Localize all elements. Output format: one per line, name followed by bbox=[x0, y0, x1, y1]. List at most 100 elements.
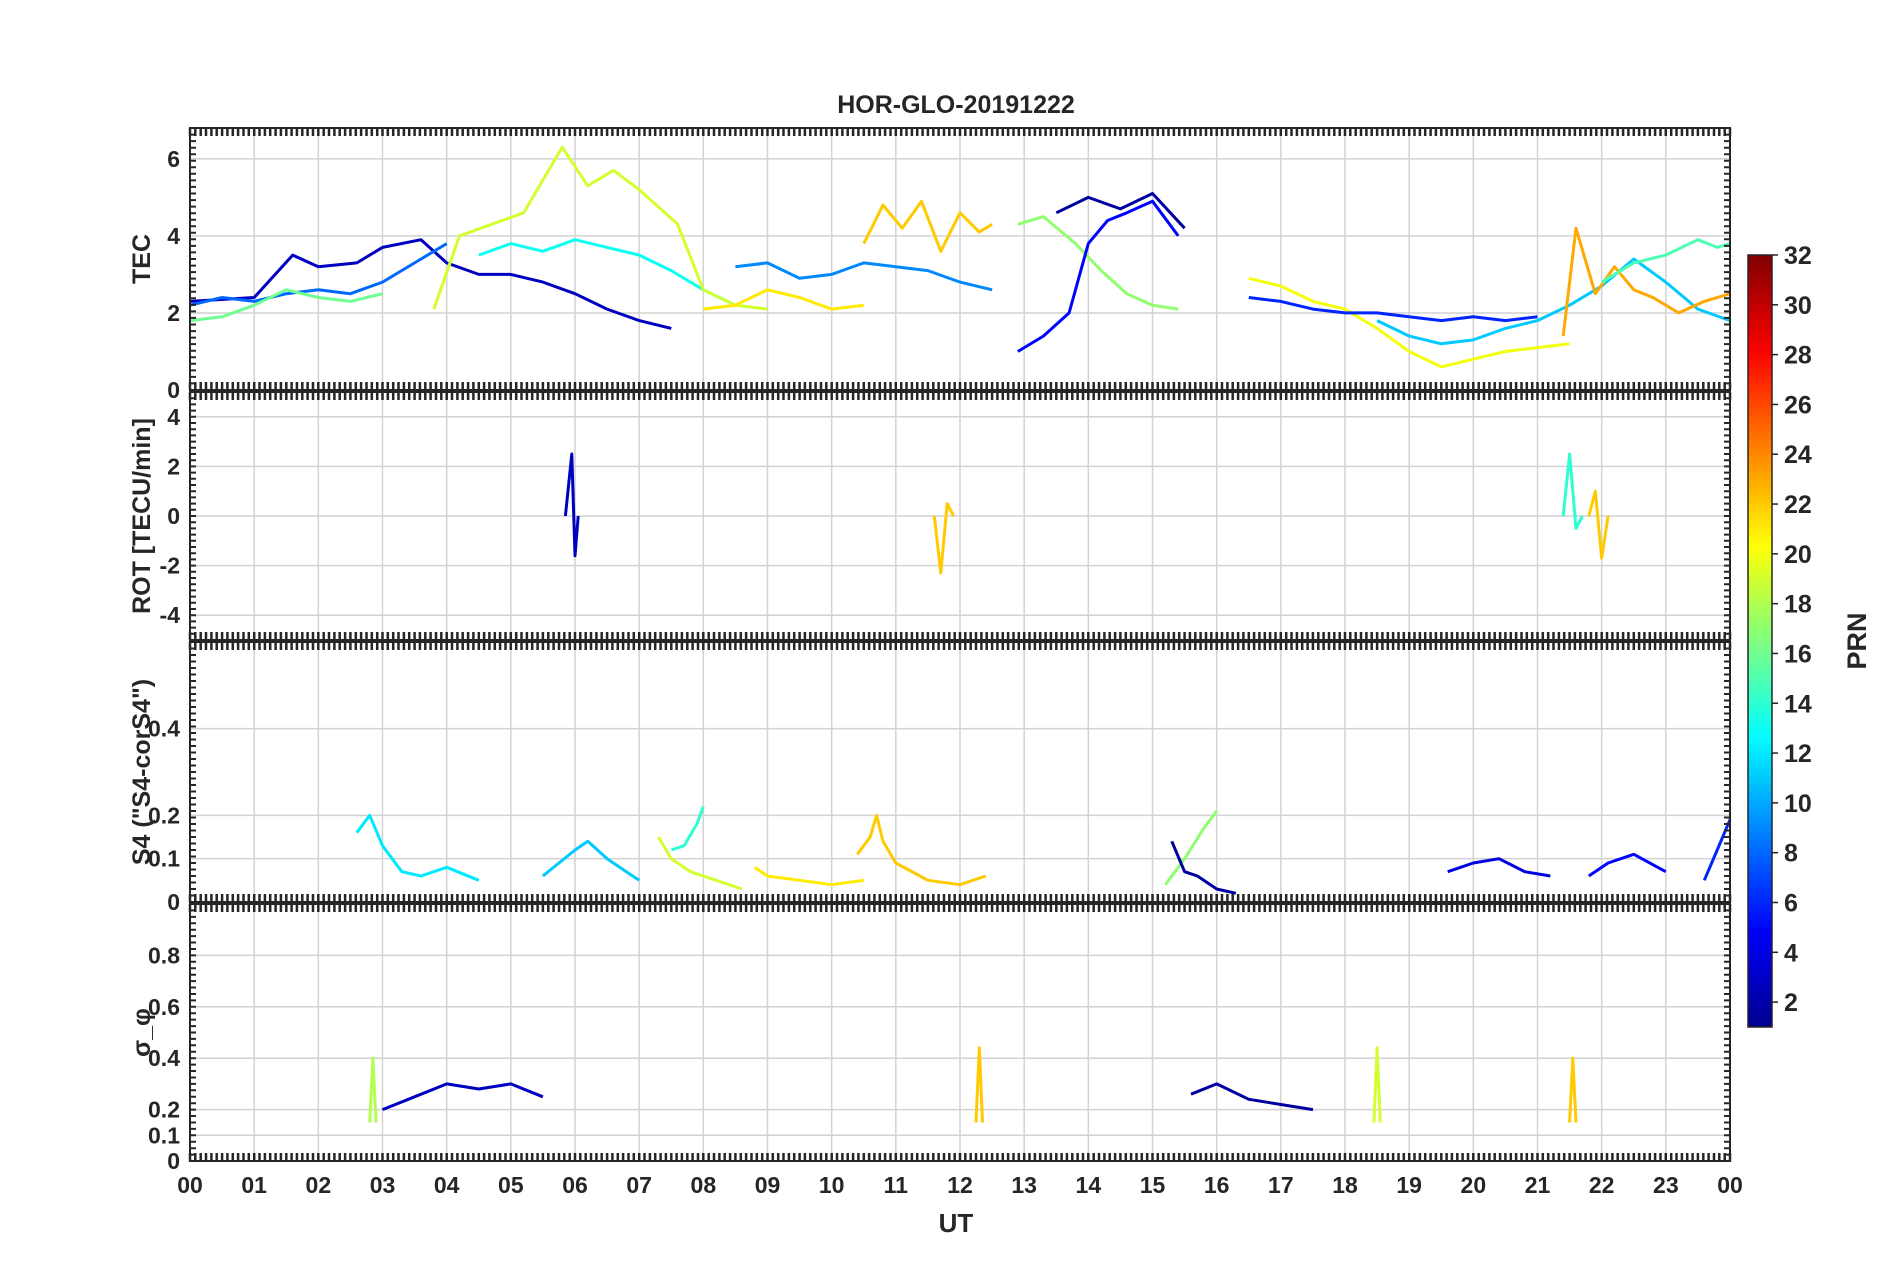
tec-x-minor-ticks bbox=[188, 128, 1732, 390]
s4-series-prn-14 bbox=[670, 806, 705, 852]
colorbar-tick-label: 16 bbox=[1784, 640, 1812, 668]
s4-series-prn-4 bbox=[1447, 857, 1551, 878]
tec-series-prn-9 bbox=[735, 261, 993, 292]
colorbar-tick-label: 30 bbox=[1784, 292, 1812, 320]
tec-y-tick-label: 2 bbox=[167, 300, 180, 326]
tec-series-prn-13 bbox=[478, 238, 737, 307]
sigma-y-minor-ticks bbox=[190, 903, 1730, 1162]
x-tick-label: 02 bbox=[306, 1172, 332, 1198]
x-tick-label: 03 bbox=[370, 1172, 396, 1198]
x-tick-label: 00 bbox=[177, 1172, 203, 1198]
x-tick-label: 17 bbox=[1268, 1172, 1294, 1198]
sigma-y-tick-label: 0.4 bbox=[148, 1045, 180, 1071]
sigma-series-prn-18 bbox=[368, 1056, 378, 1123]
tec-series-prn-3 bbox=[189, 238, 672, 330]
tec-series-prn-5 bbox=[1017, 199, 1180, 353]
tec-series-prn-16 bbox=[189, 288, 383, 323]
colorbar-label: PRN bbox=[1842, 612, 1872, 669]
tec-y-tick-label: 6 bbox=[167, 146, 180, 172]
s4-series-prn-12 bbox=[355, 813, 480, 882]
colorbar-tick-label: 32 bbox=[1784, 242, 1812, 270]
s4-y-axis-label: S4 ("S4-corS4") bbox=[128, 679, 156, 865]
colorbar-tick-label: 12 bbox=[1784, 740, 1812, 768]
rot-series-prn-3 bbox=[563, 452, 580, 558]
x-tick-label: 23 bbox=[1653, 1172, 1679, 1198]
tec-series-prn-23 bbox=[1561, 226, 1731, 337]
rot-series-prn-22 bbox=[1587, 489, 1610, 560]
s4-series-prn-2 bbox=[1170, 840, 1237, 895]
x-tick-label: 22 bbox=[1589, 1172, 1615, 1198]
colorbar-tick-label: 20 bbox=[1784, 541, 1812, 569]
x-tick-label: 07 bbox=[626, 1172, 652, 1198]
colorbar-gradient bbox=[1747, 254, 1773, 1028]
x-tick-label: 06 bbox=[562, 1172, 588, 1198]
x-tick-label: 00 bbox=[1717, 1172, 1743, 1198]
colorbar-tick-label: 28 bbox=[1784, 342, 1812, 370]
s4-series-prn-22 bbox=[856, 813, 987, 887]
s4-series-prn-17 bbox=[1164, 810, 1218, 886]
colorbar-tick-label: 26 bbox=[1784, 391, 1812, 419]
colorbar-tick-label: 14 bbox=[1784, 690, 1812, 718]
rot-y-tick-label: -2 bbox=[160, 553, 180, 579]
x-tick-label: 20 bbox=[1461, 1172, 1487, 1198]
s4-series-prn-21 bbox=[753, 866, 865, 887]
rot-series-prn-22 bbox=[932, 502, 955, 575]
x-tick-labels: 00 01 02 03 04 05 06 07 08 09 10 11 12 13 14 15 16 17 18 19… bbox=[177, 1172, 1743, 1198]
tec-series-prn-22 bbox=[862, 199, 993, 253]
rot-x-minor-ticks bbox=[188, 392, 1732, 640]
sigma-y-tick-label: 0.1 bbox=[148, 1122, 180, 1148]
colorbar-tick-label: 6 bbox=[1784, 889, 1798, 917]
colorbar-tick-label: 18 bbox=[1784, 591, 1812, 619]
rot-y-tick-label: -4 bbox=[160, 602, 181, 628]
rot-y-tick-label: 4 bbox=[167, 404, 180, 430]
x-tick-label: 08 bbox=[691, 1172, 717, 1198]
rot-series-prn-14 bbox=[1561, 452, 1584, 530]
x-tick-label: 09 bbox=[755, 1172, 781, 1198]
s4-y-tick-label: 0.1 bbox=[148, 846, 180, 872]
colorbar-tick-label: 2 bbox=[1784, 989, 1798, 1017]
tec-series-prn-8 bbox=[189, 242, 448, 307]
panel-sigma: 00.10.2 0.4 0.6 0.8 σ_φ bbox=[128, 903, 1732, 1174]
s4-series-prn-19 bbox=[657, 836, 743, 891]
tec-series-prn-15 bbox=[1600, 238, 1731, 284]
s4-series-prn-11 bbox=[541, 839, 641, 882]
sigma-x-minor-ticks bbox=[188, 904, 1732, 1161]
x-tick-label: 19 bbox=[1396, 1172, 1422, 1198]
rot-y-tick-label: 2 bbox=[167, 453, 180, 479]
sigma-series-prn-22 bbox=[974, 1046, 984, 1123]
x-tick-label: 10 bbox=[819, 1172, 845, 1198]
x-axis-label: UT bbox=[939, 1208, 974, 1238]
s4-series-prn-5 bbox=[1587, 852, 1667, 878]
tec-series-prn-11 bbox=[1376, 257, 1731, 346]
x-tick-label: 14 bbox=[1076, 1172, 1102, 1198]
sigma-y-axis-label: σ_φ bbox=[128, 1008, 156, 1057]
x-tick-label: 04 bbox=[434, 1172, 460, 1198]
sigma-series-prn-19 bbox=[1372, 1046, 1382, 1123]
rot-y-tick-label: 0 bbox=[167, 503, 180, 529]
s4-y-tick-label: 0.4 bbox=[148, 716, 180, 742]
x-tick-label: 18 bbox=[1332, 1172, 1358, 1198]
x-tick-label: 16 bbox=[1204, 1172, 1230, 1198]
x-tick-label: 05 bbox=[498, 1172, 524, 1198]
s4-y-tick-label: 0.2 bbox=[148, 802, 180, 828]
s4-y-tick-label: 0 bbox=[167, 889, 180, 915]
colorbar-tick-label: 10 bbox=[1784, 790, 1812, 818]
x-tick-label: 15 bbox=[1140, 1172, 1166, 1198]
x-tick-label: 11 bbox=[884, 1172, 909, 1198]
tec-series-prn-2 bbox=[1055, 192, 1186, 230]
sigma-series-prn-2 bbox=[1190, 1082, 1314, 1112]
tec-series-prn-21 bbox=[703, 288, 864, 311]
tec-series-prn-19 bbox=[432, 145, 768, 311]
tec-y-tick-label: 4 bbox=[167, 223, 180, 249]
colorbar-tick-label: 8 bbox=[1784, 840, 1798, 868]
s4-x-minor-ticks bbox=[188, 642, 1732, 902]
sigma-y-tick-label: 0.2 bbox=[148, 1097, 180, 1123]
chart-title: HOR-GLO-20191222 bbox=[837, 91, 1075, 119]
colorbar-tick-label: 22 bbox=[1784, 491, 1812, 519]
sigma-series-prn-22 bbox=[1568, 1056, 1578, 1123]
tec-y-tick-label: 0 bbox=[167, 377, 180, 403]
